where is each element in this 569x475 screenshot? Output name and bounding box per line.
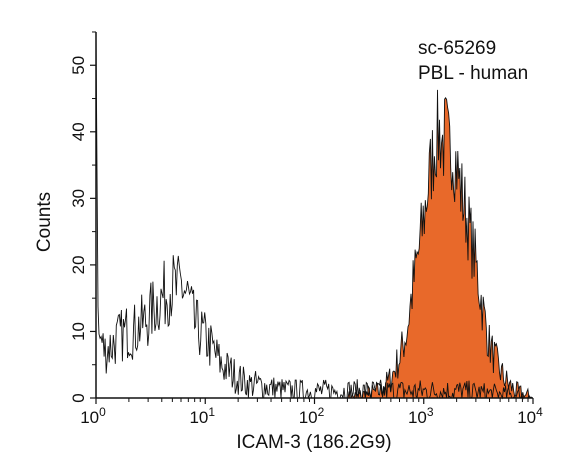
x-tick-label: 101 [189,405,215,427]
y-tick-label: 50 [69,56,88,75]
x-tick-label: 100 [80,405,106,427]
series-stained-area [96,89,533,400]
y-tick-label: 20 [69,255,88,274]
ticks-layer: 0 10 20 30 40 50 100 101 102 103 104 [69,31,543,427]
x-axis-title: ICAM-3 (186.2G9) [236,432,391,453]
annotation-sample: PBL - human [418,63,528,84]
annotation-catalog-number: sc-65269 [418,38,496,59]
x-tick-label: 102 [299,405,325,427]
y-tick-label: 0 [69,393,88,402]
y-tick-label: 10 [69,322,88,341]
x-tick-label: 103 [408,405,434,427]
series-layer [95,31,533,400]
y-axis-title: Counts [34,192,55,252]
y-tick-label: 40 [69,122,88,141]
y-tick-label: 30 [69,189,88,208]
x-tick-label: 104 [517,405,543,427]
